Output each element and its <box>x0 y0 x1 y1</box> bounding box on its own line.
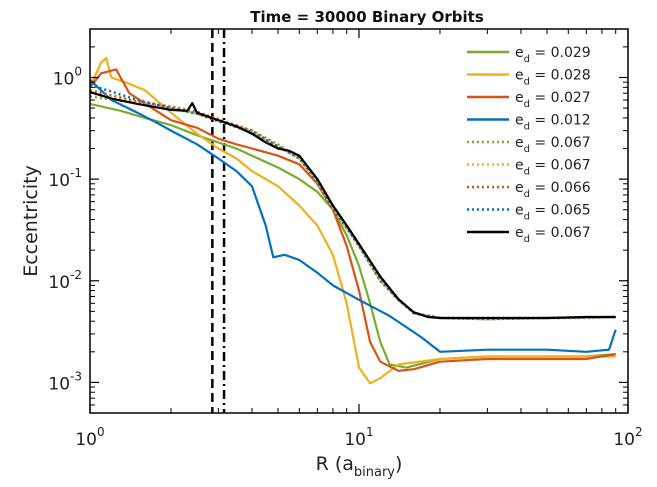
x-tick-label: 100 <box>75 425 104 450</box>
x-axis-label: R (abinary) <box>316 453 403 480</box>
x-axis-label-sub: binary <box>354 465 395 480</box>
legend-label: ed = 0.029 <box>515 45 591 65</box>
series-line-4 <box>90 79 617 353</box>
axis-ticks: 100 101 102 10-3 10-2 10-1 100 <box>48 28 643 450</box>
legend-label: ed = 0.012 <box>515 113 591 133</box>
legend-label: ed = 0.027 <box>515 90 591 110</box>
legend-label: ed = 0.067 <box>515 135 591 155</box>
x-axis-label-main: R (a <box>316 453 354 475</box>
legend-item-7: ed = 0.066 <box>467 180 591 200</box>
series-line-3 <box>90 68 616 372</box>
y-tick-label: 10-1 <box>48 166 82 191</box>
legend-label: ed = 0.067 <box>515 225 591 245</box>
legend-item-4: ed = 0.012 <box>467 113 591 133</box>
legend-item-2: ed = 0.028 <box>467 68 591 88</box>
legend-item-1: ed = 0.029 <box>467 45 591 65</box>
chart-title: Time = 30000 Binary Orbits <box>250 8 484 26</box>
legend-item-5: ed = 0.067 <box>467 135 591 155</box>
legend-item-6: ed = 0.067 <box>467 158 591 178</box>
legend-label: ed = 0.065 <box>515 203 591 223</box>
y-tick-label: 10-3 <box>48 369 82 394</box>
legend-item-8: ed = 0.065 <box>467 203 591 223</box>
x-axis-label-close: ) <box>395 453 402 475</box>
x-tick-label: 101 <box>344 425 373 450</box>
legend-item-9: ed = 0.067 <box>467 225 591 245</box>
plot-area <box>90 29 617 413</box>
x-tick-label: 102 <box>613 425 642 450</box>
legend-label: ed = 0.028 <box>515 68 591 88</box>
y-axis-label: Eccentricity <box>20 165 42 277</box>
y-tick-label: 100 <box>53 64 82 89</box>
series-line-6 <box>90 91 616 321</box>
legend-item-3: ed = 0.027 <box>467 90 591 110</box>
legend-label: ed = 0.066 <box>515 180 591 200</box>
legend-label: ed = 0.067 <box>515 158 591 178</box>
y-tick-label: 10-2 <box>48 268 82 293</box>
series-line-9 <box>90 90 616 320</box>
